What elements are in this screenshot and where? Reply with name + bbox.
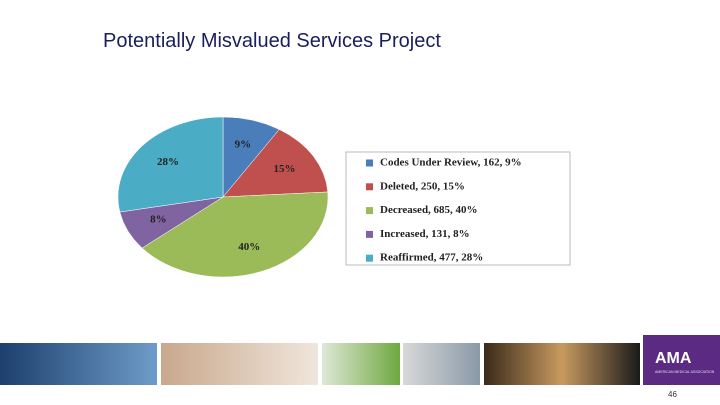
legend-swatch <box>366 183 373 191</box>
photo <box>484 343 640 385</box>
legend-swatch <box>366 230 373 238</box>
legend-swatch <box>366 207 373 215</box>
legend-label: Increased, 131, 8% <box>380 228 470 240</box>
photo <box>322 343 400 385</box>
slice-label: 9% <box>235 138 252 150</box>
slice-label: 28% <box>157 156 179 168</box>
pie: 9% 15% 40% 8% 28% <box>117 116 329 278</box>
logo-subtext: AMERICAN MEDICAL ASSOCIATION <box>655 370 715 374</box>
chart-title: Potentially Misvalued Services Project <box>103 30 441 52</box>
legend-box <box>345 151 571 266</box>
logo-text: AMA <box>655 350 692 367</box>
legend-label: Reaffirmed, 477, 28% <box>380 252 483 264</box>
legend-swatch <box>366 254 373 262</box>
slice-label: 8% <box>150 214 167 226</box>
legend-label: Codes Under Review, 162, 9% <box>380 157 522 169</box>
photo <box>0 343 157 385</box>
slice-label: 15% <box>273 163 295 175</box>
photo <box>403 343 480 385</box>
legend-label: Decreased, 685, 40% <box>380 204 478 216</box>
pie-slice <box>141 191 329 278</box>
logo-block <box>643 335 720 385</box>
legend-swatch <box>366 159 373 167</box>
pie-slice <box>117 116 224 213</box>
page-number: 46 <box>668 390 677 399</box>
slice-label: 40% <box>238 241 260 253</box>
pie-slice <box>222 129 329 198</box>
photo-strip: AMA AMERICAN MEDICAL ASSOCIATION <box>0 335 720 385</box>
photo <box>161 343 318 385</box>
legend-label: Deleted, 250, 15% <box>380 180 465 192</box>
legend: Codes Under Review, 162, 9% Deleted, 250,… <box>366 157 522 264</box>
